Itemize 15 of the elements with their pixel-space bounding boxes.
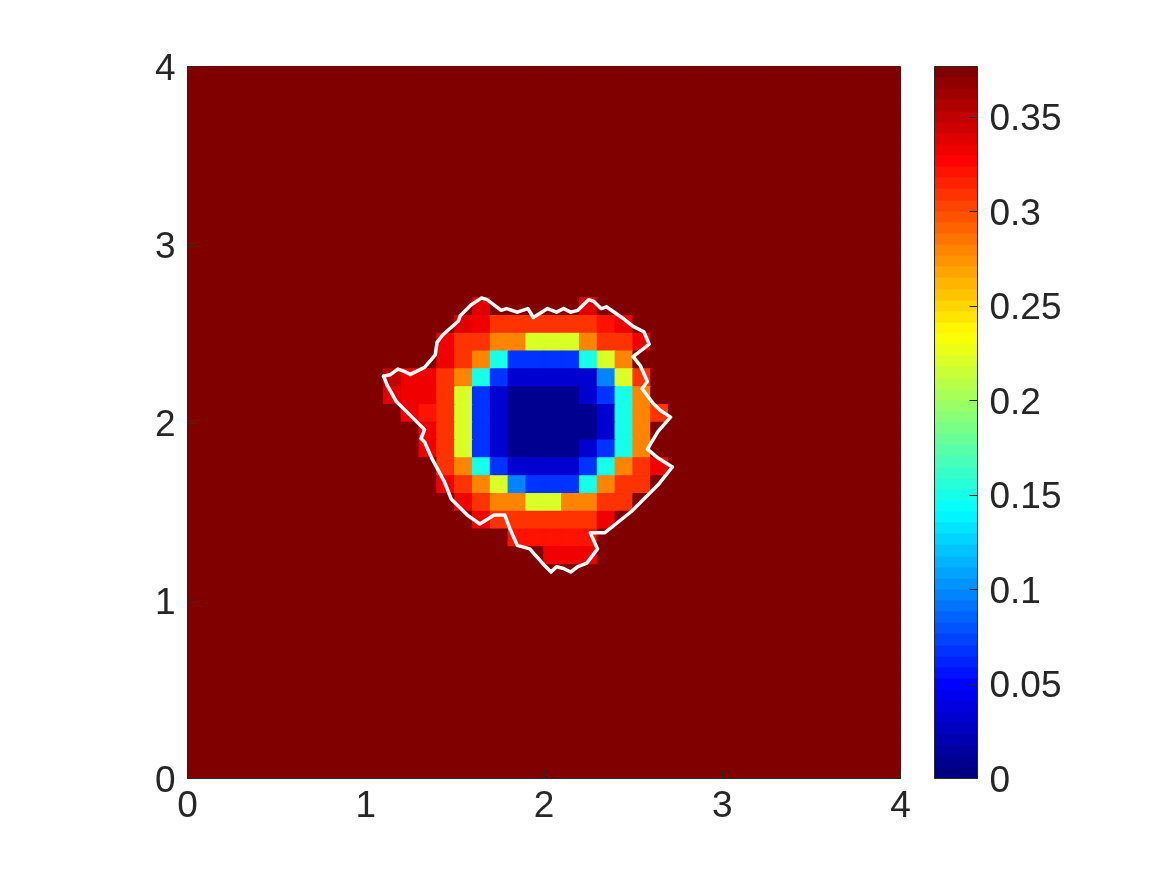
x-tick-label: 3 (711, 783, 733, 825)
y-tick-label: 4 (154, 46, 176, 88)
color-bar-label: 0.3 (989, 191, 1041, 233)
color-bar-label: 0.25 (989, 286, 1062, 328)
color-bar-label: 0.15 (989, 475, 1062, 517)
y-tick-label: 2 (154, 402, 176, 444)
color-bar-label: 0.35 (989, 97, 1062, 139)
y-tick-label: 3 (154, 224, 176, 266)
x-tick-label: 1 (355, 783, 377, 825)
x-tick-label: 2 (533, 783, 555, 825)
x-tick-label: 4 (890, 783, 911, 825)
color-bar-label: 0.1 (989, 569, 1041, 611)
color-bar-label: 0.2 (989, 380, 1041, 422)
color-bar-label: 0.05 (989, 664, 1062, 706)
y-tick-label: 1 (154, 580, 176, 622)
